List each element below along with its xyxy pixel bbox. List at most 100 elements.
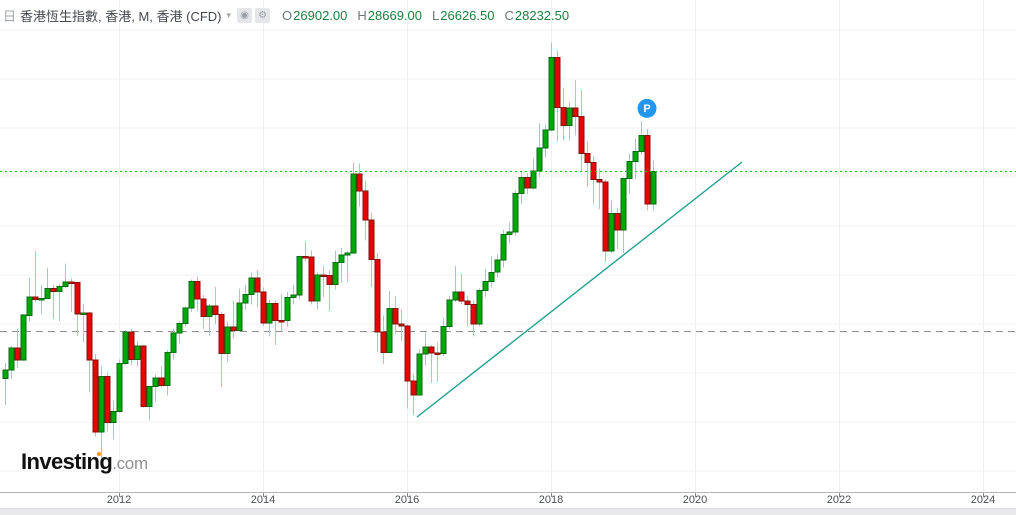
candle-body[interactable] — [602, 181, 609, 252]
candle-body[interactable] — [314, 274, 321, 302]
candle-body[interactable] — [500, 233, 507, 261]
candle-body[interactable] — [446, 299, 453, 328]
candle-body[interactable] — [524, 177, 531, 189]
trendline[interactable] — [416, 161, 743, 418]
candle-body[interactable] — [170, 332, 177, 353]
candle-body[interactable] — [350, 173, 357, 254]
candle-body[interactable] — [488, 271, 495, 282]
candle-body[interactable] — [116, 363, 123, 412]
candle-body[interactable] — [404, 325, 411, 382]
candle-body[interactable] — [164, 351, 171, 387]
candle-body[interactable] — [560, 106, 567, 127]
candle-body[interactable] — [290, 294, 297, 298]
candle-body[interactable] — [254, 277, 261, 293]
candle-body[interactable] — [284, 297, 291, 322]
candle-body[interactable] — [626, 161, 633, 179]
candle-body[interactable] — [332, 262, 339, 286]
candle-body[interactable] — [512, 193, 519, 233]
candle-body[interactable] — [374, 258, 381, 333]
candle-body[interactable] — [494, 259, 501, 273]
candle-body[interactable] — [242, 294, 249, 304]
candle-body[interactable] — [482, 280, 489, 292]
candle-body[interactable] — [518, 177, 525, 194]
candle-body[interactable] — [8, 347, 15, 371]
candle-body[interactable] — [236, 302, 243, 332]
candle-body[interactable] — [32, 296, 39, 300]
candle-body[interactable] — [416, 353, 423, 396]
candle-body[interactable] — [266, 303, 273, 324]
candle-body[interactable] — [62, 281, 69, 287]
candle-body[interactable] — [338, 254, 345, 264]
candle-body[interactable] — [650, 170, 657, 205]
candle-body[interactable] — [194, 281, 201, 300]
candle-body[interactable] — [260, 291, 267, 324]
candle-body[interactable] — [122, 331, 129, 364]
candle-body[interactable] — [302, 256, 309, 259]
candle-body[interactable] — [188, 281, 195, 309]
candle-body[interactable] — [458, 291, 465, 302]
candle-body[interactable] — [218, 313, 225, 354]
candle-body[interactable] — [2, 369, 9, 380]
candle-body[interactable] — [20, 314, 27, 361]
candle-body[interactable] — [608, 213, 615, 252]
candle-body[interactable] — [134, 345, 141, 360]
candle-body[interactable] — [440, 326, 447, 355]
candle-body[interactable] — [506, 231, 513, 235]
candle-body[interactable] — [476, 290, 483, 325]
legend-collapse-icon[interactable]: 日 — [3, 8, 17, 24]
candle-body[interactable] — [104, 375, 111, 423]
candle-body[interactable] — [68, 281, 75, 284]
candle-body[interactable] — [596, 179, 603, 183]
candle-body[interactable] — [86, 312, 93, 361]
time-axis[interactable]: 2012 2014 2016 2018 2020 2022 2024 — [0, 493, 1016, 508]
candle-body[interactable] — [644, 134, 651, 205]
candle-body[interactable] — [632, 150, 639, 163]
candle-body[interactable] — [80, 312, 87, 316]
candle-body[interactable] — [392, 307, 399, 325]
candle-body[interactable] — [326, 274, 333, 286]
candle-body[interactable] — [434, 352, 441, 355]
candle-body[interactable] — [38, 298, 45, 301]
candle-body[interactable] — [380, 331, 387, 353]
candle-body[interactable] — [614, 213, 621, 231]
candle-body[interactable] — [92, 359, 99, 433]
gear-icon[interactable]: ⚙ — [255, 7, 271, 23]
candle-body[interactable] — [386, 307, 393, 353]
candle-body[interactable] — [26, 296, 33, 316]
candle-body[interactable] — [110, 410, 117, 423]
candle-body[interactable] — [146, 386, 153, 408]
p-marker[interactable] — [637, 98, 657, 118]
candle-body[interactable] — [428, 346, 435, 354]
candle-body[interactable] — [44, 288, 51, 300]
candle-body[interactable] — [566, 107, 573, 127]
candle-body[interactable] — [464, 300, 471, 306]
candle-body[interactable] — [620, 177, 627, 231]
candle-body[interactable] — [410, 380, 417, 396]
candle-body[interactable] — [368, 219, 375, 260]
candle-body[interactable] — [422, 346, 429, 355]
candle-body[interactable] — [230, 326, 237, 331]
candle-body[interactable] — [152, 377, 159, 388]
candle-body[interactable] — [638, 134, 645, 152]
candle-body[interactable] — [206, 305, 213, 318]
eye-icon[interactable]: ◉ — [237, 7, 253, 23]
candle-body[interactable] — [572, 107, 579, 117]
candle-body[interactable] — [14, 347, 21, 361]
candle-body[interactable] — [536, 147, 543, 172]
chevron-down-icon[interactable]: ▾ — [226, 9, 232, 20]
candle-body[interactable] — [320, 274, 327, 278]
symbol-title[interactable]: 香港恆生指數, 香港, M, 香港 (CFD) — [20, 8, 222, 24]
candle-body[interactable] — [128, 331, 135, 360]
candle-body[interactable] — [140, 345, 147, 408]
candle-body[interactable] — [248, 277, 255, 295]
candle-body[interactable] — [452, 291, 459, 301]
candle-body[interactable] — [212, 305, 219, 315]
candle-body[interactable] — [470, 304, 477, 325]
candle-body[interactable] — [578, 116, 585, 155]
candle-body[interactable] — [398, 323, 405, 327]
candle-body[interactable] — [344, 252, 351, 256]
candle-body[interactable] — [278, 319, 285, 323]
candle-body[interactable] — [542, 129, 549, 149]
candle-body[interactable] — [554, 56, 561, 108]
